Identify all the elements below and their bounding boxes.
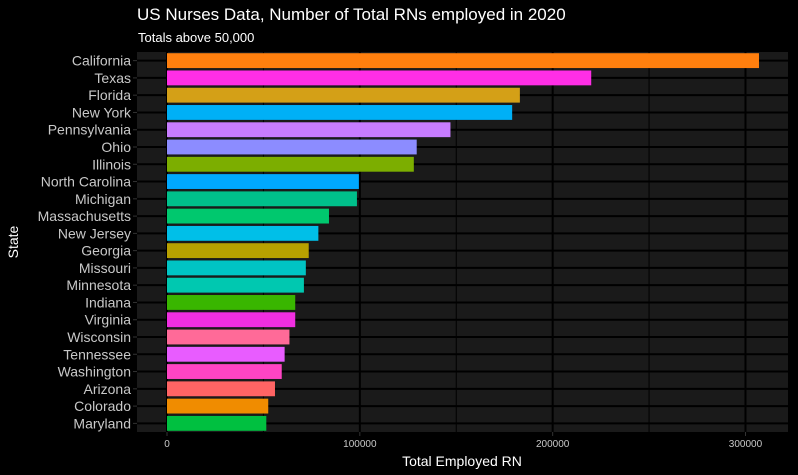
y-tick-label: Michigan bbox=[75, 191, 131, 207]
y-tick-label: New Jersey bbox=[58, 225, 131, 241]
x-tick-labels: 0 100000 200000 300000 bbox=[164, 439, 762, 450]
y-tick-label: Illinois bbox=[92, 156, 131, 172]
y-tick-label: Massachusetts bbox=[38, 208, 131, 224]
y-tick-label: Tennessee bbox=[63, 346, 131, 362]
y-tick-label: Florida bbox=[88, 87, 131, 103]
x-tick-label: 300000 bbox=[729, 439, 763, 450]
bar-north-carolina bbox=[167, 174, 359, 189]
bar-indiana bbox=[167, 295, 296, 310]
y-tick-label: Arizona bbox=[84, 381, 132, 397]
bar-tennessee bbox=[167, 346, 285, 362]
y-tick-label: Maryland bbox=[73, 415, 131, 431]
y-tick-label: New York bbox=[72, 104, 132, 120]
chart-subtitle: Totals above 50,000 bbox=[138, 30, 255, 45]
y-tick-label: Colorado bbox=[74, 398, 131, 414]
bar-washington bbox=[167, 364, 282, 379]
bar-pennsylvania bbox=[167, 122, 451, 138]
y-ticks bbox=[133, 60, 137, 424]
bar-massachusetts bbox=[167, 208, 329, 224]
x-axis-label: Total Employed RN bbox=[402, 453, 522, 469]
y-tick-label: Pennsylvania bbox=[48, 122, 131, 138]
y-tick-label: North Carolina bbox=[41, 174, 131, 190]
y-tick-label: California bbox=[72, 53, 131, 69]
bar-ohio bbox=[167, 139, 417, 155]
y-tick-label: Indiana bbox=[85, 294, 131, 310]
bars-group bbox=[167, 53, 759, 431]
bar-georgia bbox=[167, 243, 309, 259]
bar-colorado bbox=[167, 398, 269, 414]
y-tick-label: Washington bbox=[58, 364, 131, 380]
bar-michigan bbox=[167, 191, 357, 207]
bar-new-jersey bbox=[167, 225, 319, 241]
chart-title: US Nurses Data, Number of Total RNs empl… bbox=[137, 5, 566, 24]
x-ticks bbox=[166, 432, 746, 436]
bar-missouri bbox=[167, 260, 306, 276]
y-tick-label: Virginia bbox=[85, 312, 132, 328]
y-axis-label: State bbox=[5, 225, 21, 258]
y-tick-label: Texas bbox=[94, 70, 131, 86]
bar-new-york bbox=[167, 105, 513, 120]
bar-illinois bbox=[167, 156, 414, 172]
bar-maryland bbox=[167, 415, 267, 431]
y-tick-label: Georgia bbox=[81, 243, 131, 259]
bar-florida bbox=[167, 87, 520, 103]
x-tick-label: 0 bbox=[164, 439, 170, 450]
bar-minnesota bbox=[167, 277, 304, 293]
bar-virginia bbox=[167, 312, 296, 328]
x-tick-label: 100000 bbox=[343, 439, 377, 450]
bar-california bbox=[167, 53, 759, 69]
y-tick-label: Wisconsin bbox=[67, 329, 131, 345]
y-tick-label: Ohio bbox=[101, 139, 131, 155]
bar-arizona bbox=[167, 381, 275, 397]
y-tick-label: Missouri bbox=[79, 260, 131, 276]
bar-wisconsin bbox=[167, 329, 290, 345]
y-tick-label: Minnesota bbox=[66, 277, 131, 293]
bar-texas bbox=[167, 70, 592, 86]
x-tick-label: 200000 bbox=[536, 439, 570, 450]
